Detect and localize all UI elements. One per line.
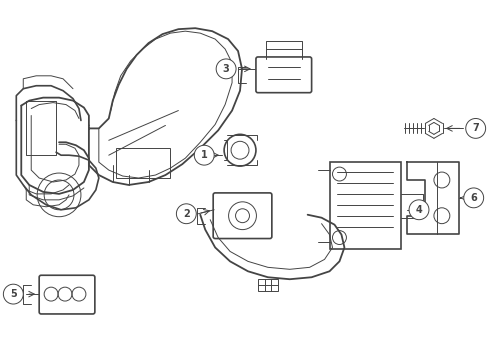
Bar: [329, 162, 401, 249]
Circle shape: [466, 118, 486, 138]
Text: 5: 5: [16, 289, 23, 299]
Text: 7: 7: [472, 123, 479, 134]
Text: 5: 5: [10, 289, 17, 299]
Text: 3: 3: [228, 64, 236, 74]
Circle shape: [176, 204, 196, 224]
Bar: [258, 279, 278, 291]
Circle shape: [409, 200, 429, 220]
Text: 2: 2: [189, 209, 196, 219]
Text: 6: 6: [470, 193, 477, 203]
Bar: [116, 148, 171, 178]
Circle shape: [464, 188, 484, 208]
Text: 3: 3: [223, 64, 229, 74]
Text: 7: 7: [467, 123, 475, 134]
Text: 1: 1: [201, 150, 208, 160]
Text: 2: 2: [183, 209, 190, 219]
Text: 6: 6: [465, 193, 473, 203]
Text: 4: 4: [410, 205, 418, 215]
Text: 4: 4: [416, 205, 422, 215]
Circle shape: [195, 145, 214, 165]
Circle shape: [216, 59, 236, 79]
Circle shape: [3, 284, 23, 304]
Text: 1: 1: [206, 150, 214, 160]
